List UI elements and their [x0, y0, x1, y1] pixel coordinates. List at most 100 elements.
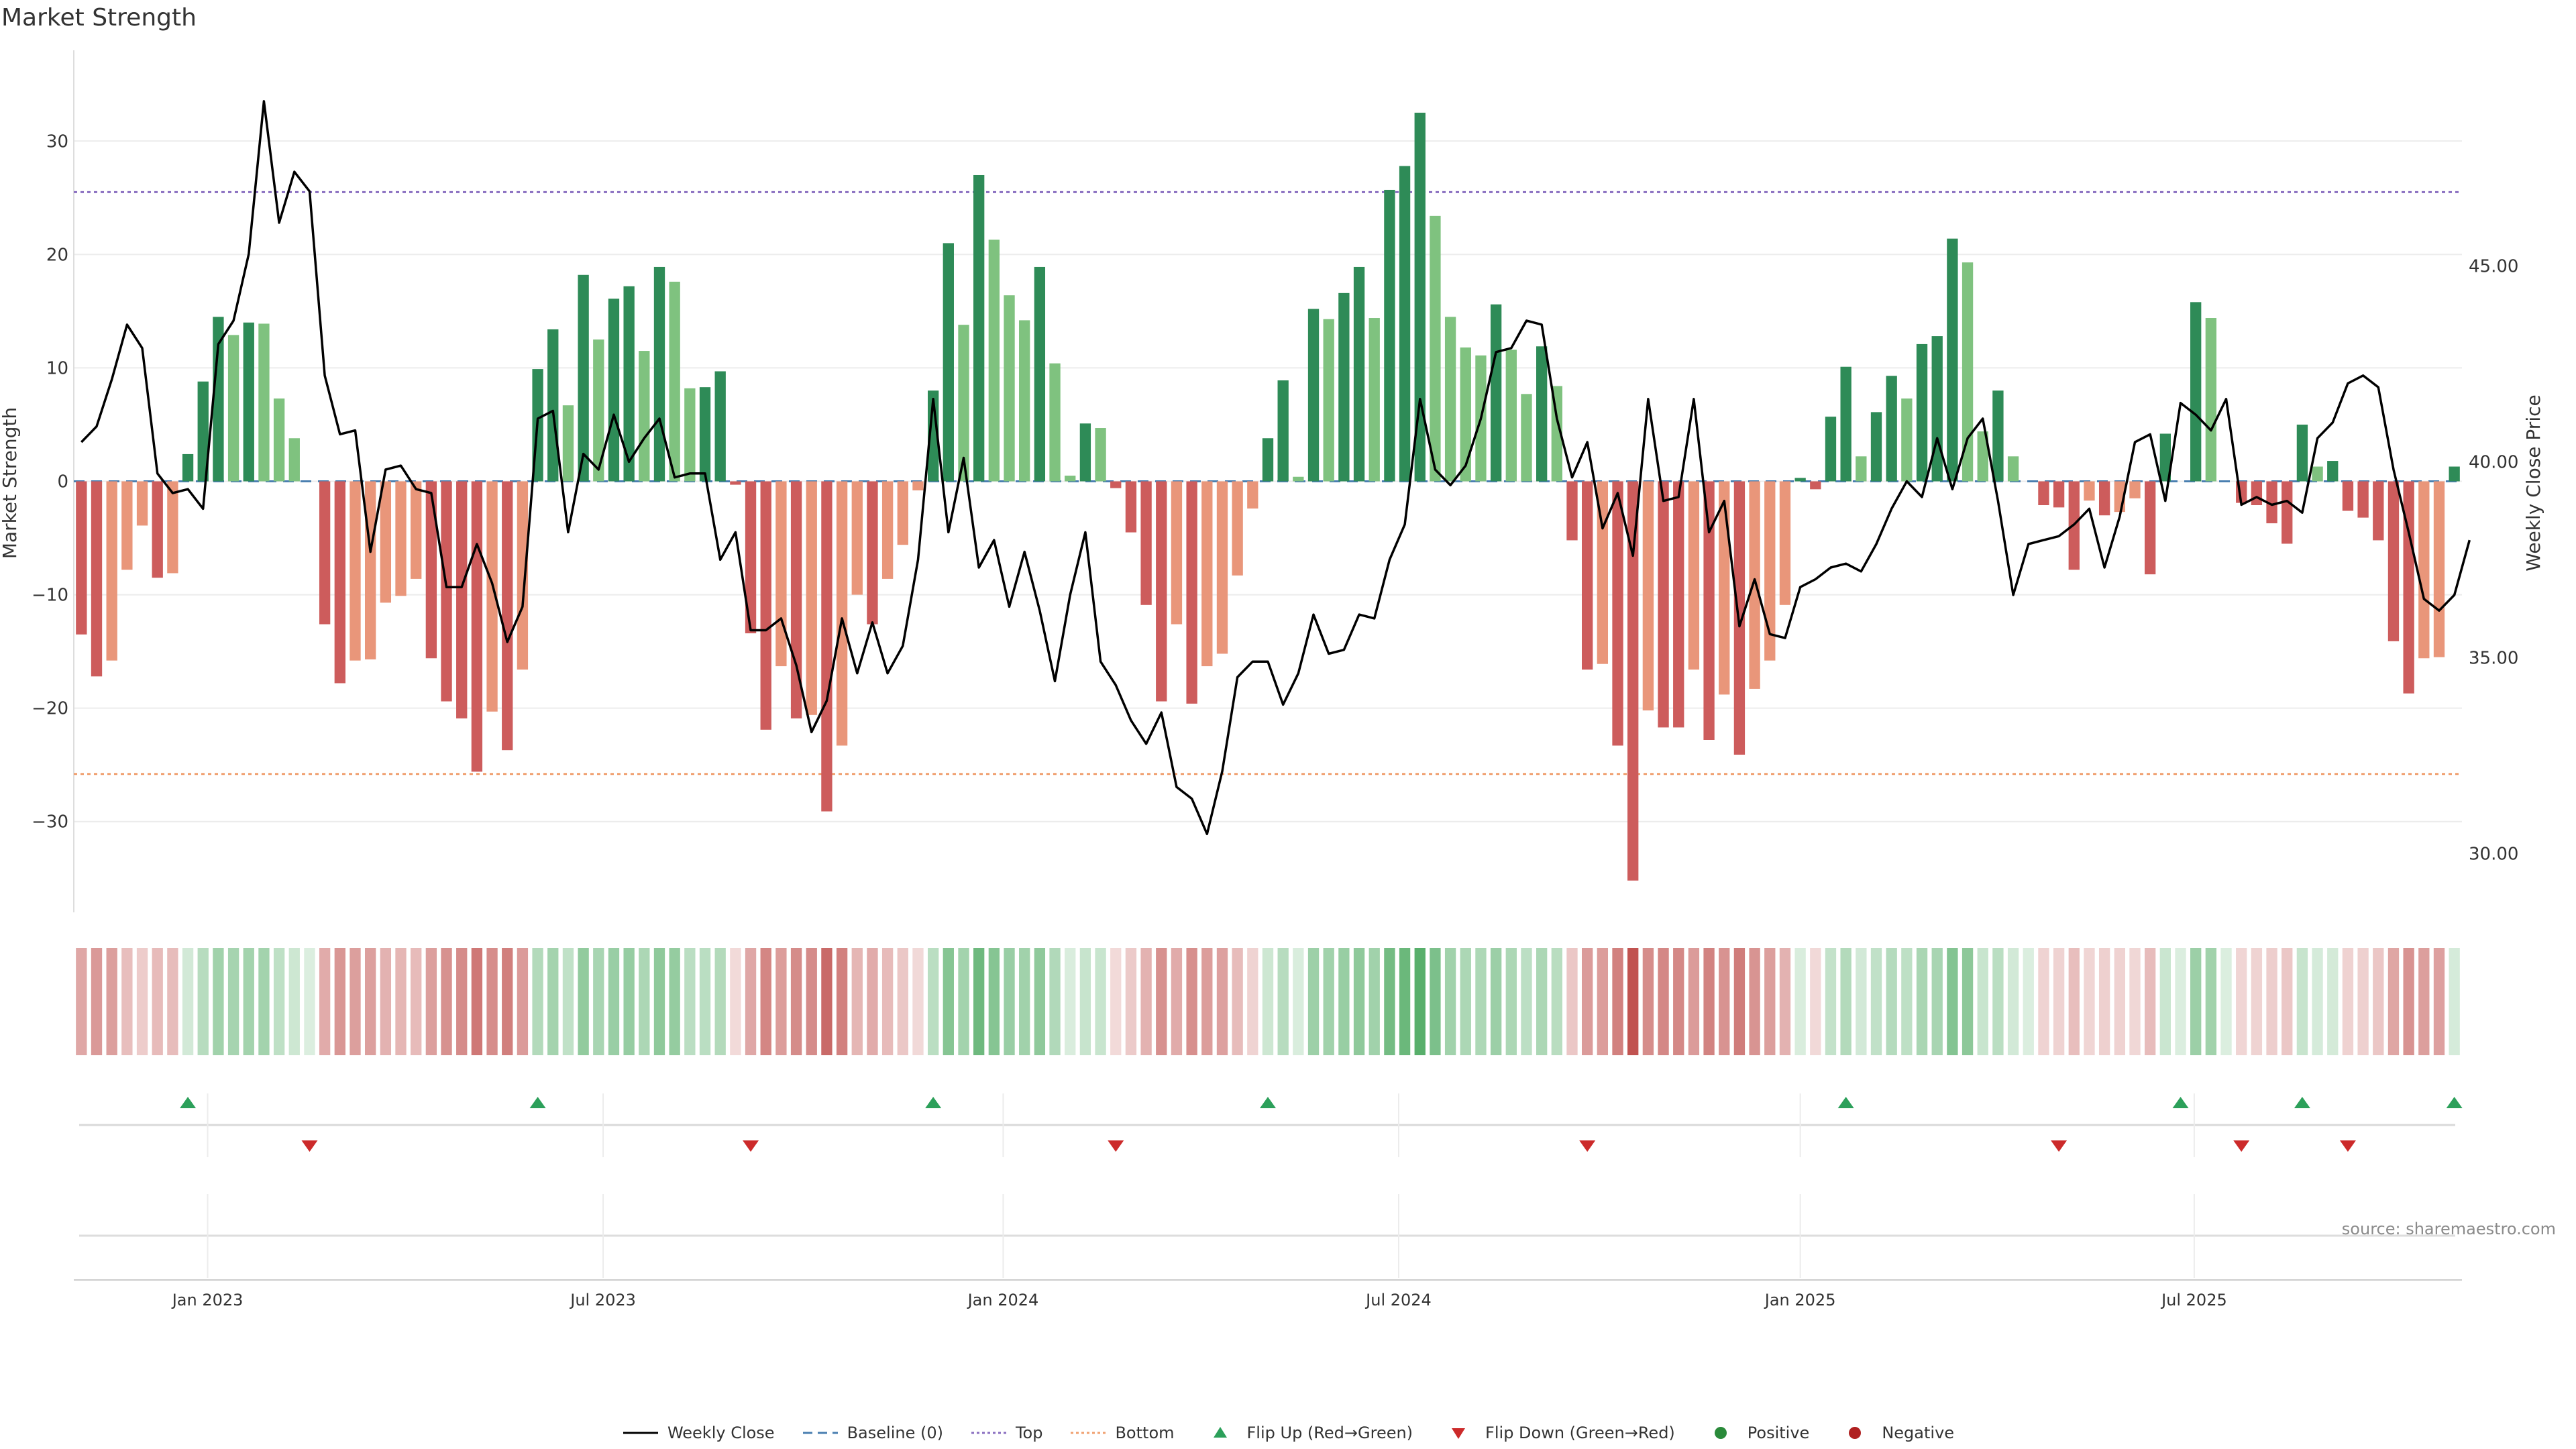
x-tick-label: Jul 2024	[1364, 1291, 1432, 1309]
legend-label: Flip Down (Green→Red)	[1485, 1424, 1675, 1442]
heat-cell	[197, 948, 209, 1055]
strength-bar	[623, 286, 635, 482]
strength-bar	[699, 387, 711, 482]
strength-bar	[1764, 481, 1776, 661]
solid-line-icon	[623, 1432, 658, 1434]
heat-cell	[1566, 948, 1578, 1055]
strength-bar	[2084, 481, 2095, 501]
heat-cell	[912, 948, 924, 1055]
heat-cell	[547, 948, 559, 1055]
heat-cell	[684, 948, 696, 1055]
heat-cell	[1293, 948, 1304, 1055]
triangle-down-icon	[1452, 1428, 1466, 1439]
heat-cell	[1019, 948, 1030, 1055]
strength-bar	[2373, 481, 2384, 541]
heat-cell	[1658, 948, 1669, 1055]
strength-bar	[1323, 319, 1334, 482]
strength-bar	[2053, 481, 2065, 508]
heat-cell	[2266, 948, 2277, 1055]
strength-bar	[1582, 481, 1593, 670]
dashed-line-icon	[802, 1432, 838, 1434]
strength-bar	[380, 481, 392, 603]
flip-up-marker	[1260, 1097, 1276, 1108]
heat-cell	[2373, 948, 2384, 1055]
strength-bar	[1886, 376, 1897, 482]
heat-cell	[1521, 948, 1532, 1055]
heat-cell	[152, 948, 163, 1055]
heat-cell	[411, 948, 422, 1055]
heat-cell	[1186, 948, 1197, 1055]
heat-cell	[2144, 948, 2156, 1055]
heat-cell	[136, 948, 148, 1055]
heat-cell	[1049, 948, 1061, 1055]
strength-bar	[1277, 380, 1289, 482]
strength-bar	[806, 481, 817, 715]
strength-bar	[486, 481, 498, 712]
strength-bar	[1490, 304, 1502, 482]
strength-bar	[1673, 481, 1684, 728]
heat-cell	[578, 948, 589, 1055]
heat-cell	[1536, 948, 1548, 1055]
strength-bar	[684, 388, 696, 482]
heat-cell	[1901, 948, 1913, 1055]
heat-cell	[1216, 948, 1228, 1055]
heat-cell	[1749, 948, 1760, 1055]
strength-bar	[1901, 398, 1913, 482]
y-tick-right-label: 40.00	[2469, 452, 2518, 472]
flip-up-marker	[925, 1097, 942, 1108]
strength-bar	[593, 339, 604, 482]
flip-down-marker	[743, 1140, 759, 1152]
heat-cell	[1612, 948, 1623, 1055]
strength-bar	[988, 239, 1000, 482]
strength-bar	[288, 438, 300, 482]
triangle-up-icon	[1213, 1427, 1227, 1438]
heat-cell	[2114, 948, 2125, 1055]
strength-bar	[319, 481, 331, 625]
strength-bar	[1444, 317, 1456, 482]
heat-cell	[1262, 948, 1274, 1055]
strength-bar	[350, 481, 361, 661]
heat-cell	[927, 948, 939, 1055]
strength-bar	[1384, 189, 1395, 482]
heat-cell	[1399, 948, 1411, 1055]
empty-lower-panel	[74, 1194, 2462, 1281]
heat-cell	[1992, 948, 2004, 1055]
heat-cell	[1810, 948, 1821, 1055]
strength-bar	[1658, 481, 1669, 728]
strength-bar	[1293, 476, 1304, 482]
x-tick-label: Jan 2024	[967, 1291, 1039, 1309]
heat-cell	[2220, 948, 2232, 1055]
strength-bar	[2282, 481, 2293, 544]
strength-bar	[1399, 166, 1411, 482]
strength-bar	[1019, 320, 1030, 482]
heat-cell	[2312, 948, 2323, 1055]
heat-cell	[623, 948, 635, 1055]
circle-icon	[1849, 1427, 1862, 1439]
heat-cell	[1931, 948, 1943, 1055]
heat-cell	[1034, 948, 1046, 1055]
heat-cell	[76, 948, 87, 1055]
strength-bar	[1368, 318, 1380, 482]
strength-bar	[730, 481, 741, 485]
strength-bar	[1430, 215, 1441, 482]
heat-cell	[1627, 948, 1639, 1055]
y-tick-label: −30	[32, 812, 68, 833]
heat-cell	[395, 948, 407, 1055]
strength-bar	[1749, 481, 1760, 689]
legend-label: Positive	[1747, 1424, 1810, 1442]
y-axis-right-label: Weekly Close Price	[2522, 394, 2544, 571]
heat-cell	[1444, 948, 1456, 1055]
strength-bar	[1079, 423, 1091, 482]
strength-bar	[1353, 266, 1365, 482]
heat-cell	[669, 948, 680, 1055]
flip-up-marker	[1837, 1097, 1854, 1108]
heat-cell	[243, 948, 254, 1055]
heat-cell	[258, 948, 270, 1055]
legend-label: Flip Up (Red→Green)	[1246, 1424, 1413, 1442]
heat-cell	[1673, 948, 1684, 1055]
strength-bar	[1125, 481, 1137, 533]
heat-cell	[182, 948, 194, 1055]
strength-bar	[897, 481, 908, 545]
strength-bar	[1703, 481, 1715, 740]
strength-bar	[653, 266, 665, 482]
